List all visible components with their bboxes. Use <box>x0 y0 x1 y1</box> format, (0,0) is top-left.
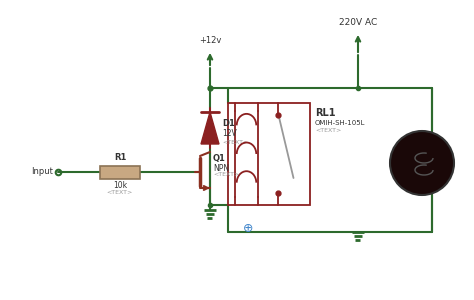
Text: OMIH-SH-105L: OMIH-SH-105L <box>315 120 365 126</box>
Text: NPN: NPN <box>213 164 229 173</box>
Bar <box>228 103 310 205</box>
Text: +12v: +12v <box>199 36 221 45</box>
Text: Q1: Q1 <box>213 154 226 163</box>
Text: Input: Input <box>31 167 53 176</box>
Text: RL1: RL1 <box>315 108 336 118</box>
Bar <box>100 166 140 178</box>
Text: <TEXT>: <TEXT> <box>315 128 341 133</box>
Text: <TEXT>: <TEXT> <box>213 172 239 177</box>
Text: D1: D1 <box>222 119 235 128</box>
Circle shape <box>390 131 454 195</box>
Text: 10k: 10k <box>113 182 127 190</box>
Polygon shape <box>201 112 219 144</box>
Text: <TEXT>: <TEXT> <box>107 190 133 194</box>
Text: R1: R1 <box>114 154 126 163</box>
Text: <TEXT>: <TEXT> <box>222 140 248 146</box>
Text: ⊕: ⊕ <box>243 221 253 235</box>
Text: 220V AC: 220V AC <box>339 18 377 27</box>
Text: 12V: 12V <box>222 130 237 139</box>
